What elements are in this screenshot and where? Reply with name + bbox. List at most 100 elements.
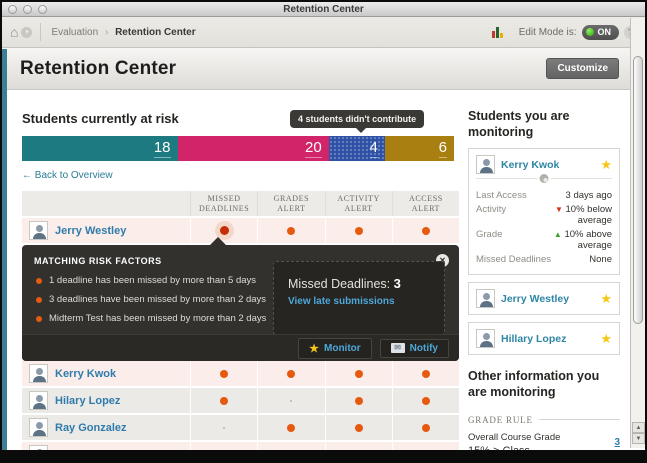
missed-deadlines-detail-box: Missed Deadlines: 3 View late submission…	[273, 261, 445, 335]
risk-factor-item: 3 deadlines have been missed by more tha…	[36, 294, 459, 305]
avatar	[476, 155, 495, 175]
alert-dot[interactable]	[190, 442, 257, 450]
scroll-down-button[interactable]: ▼	[632, 433, 645, 444]
window-zoom-button[interactable]	[38, 5, 47, 14]
alert-dot[interactable]	[324, 442, 392, 450]
alert-dot[interactable]	[257, 361, 324, 386]
segment-tooltip: 4 students didn't contribute	[290, 110, 425, 133]
window-edge-strip	[2, 49, 7, 450]
report-icon[interactable]	[491, 26, 505, 38]
scroll-up-button[interactable]: ▲	[632, 422, 645, 433]
alert-dot[interactable]	[257, 442, 324, 450]
customize-button[interactable]: Customize	[546, 58, 619, 79]
panel-footer: ★ Monitor ✉ Notify	[22, 334, 459, 361]
risk-bar: 18 20 4 6	[22, 136, 454, 161]
detail-value: None	[589, 254, 612, 266]
window-title: Retention Center	[283, 3, 364, 15]
detail-value: 3	[393, 276, 401, 291]
back-to-overview-link[interactable]: ← Back to Overview	[22, 170, 113, 181]
alert-dot[interactable]	[324, 388, 392, 413]
alert-dot[interactable]	[257, 218, 324, 243]
segment-activity-alert[interactable]: 4	[328, 136, 385, 161]
star-icon[interactable]: ★	[600, 156, 612, 172]
risk-table: MISSED DEADLINES GRADES ALERT ACTIVITY ALER…	[22, 191, 459, 450]
scrollbar-thumb[interactable]	[633, 56, 643, 324]
detail-label: Activity	[476, 204, 507, 216]
edit-mode-toggle[interactable]: ON	[581, 24, 619, 40]
col-activity-alert: ACTIVITY ALERT	[324, 191, 392, 216]
detail-title: Missed Deadlines: 3	[288, 276, 401, 291]
table-row: Hilary Lopez	[22, 388, 459, 415]
avatar	[476, 289, 495, 309]
segment-count: 20	[305, 139, 322, 158]
student-link[interactable]: Hillary Lopez	[501, 332, 567, 345]
collapse-toggle[interactable]	[537, 172, 551, 186]
col-missed-deadlines: MISSED DEADLINES	[190, 191, 257, 216]
grade-rule-text: Overall Course Grade 15% > Class Average	[468, 431, 561, 451]
alert-dot[interactable]	[391, 415, 459, 440]
student-name-cell: Roberta Frank	[22, 442, 190, 450]
student-link[interactable]: Jerry Westley	[501, 292, 570, 305]
student-name-cell: Jerry Westley	[22, 218, 190, 243]
student-link[interactable]: Roberta Frank	[55, 449, 130, 451]
window-minimize-button[interactable]	[23, 5, 32, 14]
matching-risk-factors-panel: MATCHING RISK FACTORS ✕ 1 deadline has b…	[22, 237, 459, 361]
view-late-submissions-link[interactable]: View late submissions	[288, 296, 395, 307]
student-link[interactable]: Ray Gonzalez	[55, 421, 127, 434]
student-link[interactable]: Kerry Kwok	[501, 158, 560, 171]
segment-access-alert[interactable]: 6	[384, 136, 454, 161]
risk-bar-wrap: 4 students didn't contribute 18 20 4 6	[22, 110, 454, 161]
empty-alert-cell	[190, 415, 257, 440]
star-icon[interactable]: ★	[600, 330, 612, 346]
avatar	[29, 221, 48, 240]
notify-button[interactable]: ✉ Notify	[379, 338, 449, 358]
student-link[interactable]: Hilary Lopez	[55, 394, 121, 407]
alert-dot[interactable]	[324, 361, 392, 386]
alert-dot[interactable]	[324, 218, 392, 243]
col-grades-alert: GRADES ALERT	[257, 191, 324, 216]
monitor-button[interactable]: ★ Monitor	[298, 337, 372, 359]
student-name-cell: Hilary Lopez	[22, 388, 190, 413]
avatar	[29, 364, 48, 383]
home-icon[interactable]: ⌂	[10, 24, 19, 40]
alert-dot[interactable]	[391, 442, 459, 450]
segment-missed-deadlines[interactable]: 18	[22, 136, 178, 161]
content-area: Students currently at risk 4 students di…	[7, 91, 630, 450]
risk-factor-item: 1 deadline has been missed by more than …	[36, 275, 459, 286]
alert-dot[interactable]	[190, 218, 257, 243]
grade-rule-label: GRADE RULE	[468, 415, 620, 425]
students-meeting-rule-link[interactable]: 3 students	[614, 436, 620, 448]
breadcrumb-evaluation[interactable]: Evaluation	[51, 26, 99, 38]
monitored-student-card: Jerry Westley ★	[468, 282, 620, 316]
segment-grades-alert[interactable]: 20	[177, 136, 329, 161]
table-row: Jerry Westley	[22, 218, 459, 245]
alert-dot[interactable]	[391, 361, 459, 386]
alert-dot[interactable]	[391, 218, 459, 243]
sidebar: Students you are monitoring Kerry Kwok ★…	[454, 91, 630, 450]
monitoring-heading: Students you are monitoring	[468, 109, 570, 139]
window-close-button[interactable]	[8, 5, 17, 14]
alert-dot[interactable]	[324, 415, 392, 440]
alert-dot[interactable]	[190, 361, 257, 386]
other-info-heading: Other information you are monitoring	[468, 369, 600, 399]
browser-window: Retention Center ⌂ ▾ Evaluation › Retent…	[2, 2, 645, 450]
student-link[interactable]: Kerry Kwok	[55, 367, 117, 380]
segment-count: 18	[153, 139, 171, 158]
monitored-student-card: Hillary Lopez ★	[468, 322, 620, 356]
detail-value: ▼ 10% below average	[554, 204, 612, 227]
avatar	[29, 418, 48, 437]
alert-dot[interactable]	[391, 388, 459, 413]
alert-dot[interactable]	[190, 388, 257, 413]
chevron-down-icon[interactable]: ▾	[21, 26, 33, 38]
panel-title: MATCHING RISK FACTORS	[34, 255, 162, 266]
segment-count: 6	[438, 139, 447, 158]
avatar	[29, 391, 48, 410]
breadcrumb-bar: ⌂ ▾ Evaluation › Retention Center Edit M…	[2, 17, 645, 48]
student-link[interactable]: Jerry Westley	[55, 224, 127, 237]
envelope-icon: ✉	[390, 343, 405, 353]
edit-mode-label: Edit Mode is:	[518, 26, 577, 38]
star-icon[interactable]: ★	[600, 290, 612, 306]
alert-dot[interactable]	[257, 415, 324, 440]
grade-rule-section: GRADE RULE Overall Course Grade 15% > Cl…	[468, 415, 620, 451]
col-access-alert: ACCESS ALERT	[391, 191, 459, 216]
